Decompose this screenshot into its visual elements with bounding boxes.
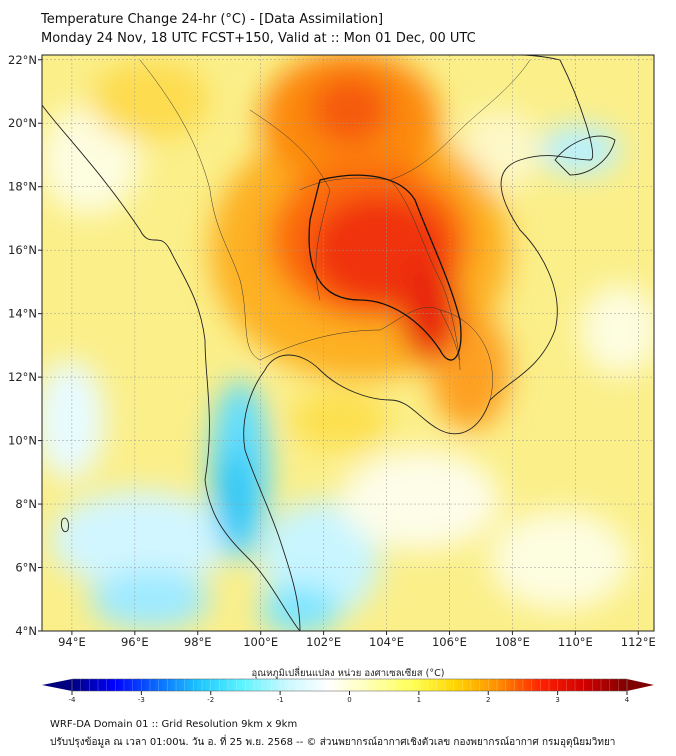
lon-tick-label: 96°E: [121, 635, 149, 649]
lat-tick-label: 16°N: [8, 243, 37, 257]
lat-tick-label: 18°N: [8, 180, 37, 194]
colorbar-label: อุณหภูมิเปลี่ยนแปลง หน่วย องศาเซลเซียส (…: [252, 666, 445, 679]
colorbar: อุณหภูมิเปลี่ยนแปลง หน่วย องศาเซลเซียส (…: [42, 666, 654, 704]
colorbar-min-arrow: [42, 679, 72, 691]
lat-tick-label: 6°N: [15, 561, 37, 575]
lat-tick-label: 20°N: [8, 116, 37, 130]
colorbar-tick-label: -3: [138, 696, 145, 704]
colorbar-max-arrow: [627, 679, 654, 691]
map-title: Temperature Change 24-hr (°C) - [Data As…: [41, 12, 384, 27]
borders: [139, 59, 531, 401]
lat-tick-label: 22°N: [8, 53, 37, 67]
colorbar-tick-label: -1: [277, 696, 284, 704]
colorbar-tick-label: 1: [417, 696, 421, 704]
map-frame: [41, 54, 655, 632]
lat-tick-label: 10°N: [8, 434, 37, 448]
lon-tick-label: 106°E: [432, 635, 467, 649]
lon-tick-label: 110°E: [558, 635, 593, 649]
map-subtitle: Monday 24 Nov, 18 UTC FCST+150, Valid at…: [41, 31, 476, 46]
footer-update-info: ปรับปรุงข้อมูล ณ เวลา 01:00น. วัน อ. ที่…: [50, 737, 616, 748]
lon-tick-label: 98°E: [184, 635, 212, 649]
coastlines: [42, 55, 616, 631]
temperature-change-map: 94°E 96°E 98°E 100°E 102°E 104°E 106°E 108°E 110…: [8, 53, 656, 649]
footer-model-info: WRF-DA Domain 01 :: Grid Resolution 9km …: [50, 719, 298, 730]
colorbar-tick-label: 4: [625, 696, 630, 704]
lat-tick-label: 4°N: [15, 624, 37, 638]
colorbar-tick-label: -2: [207, 696, 214, 704]
lat-tick-label: 12°N: [8, 370, 37, 384]
colorbar-tick-label: 2: [486, 696, 490, 704]
colorbar-tick-label: 0: [347, 696, 351, 704]
lon-tick-label: 94°E: [58, 635, 86, 649]
lon-tick-label: 102°E: [306, 635, 341, 649]
lat-tick-label: 14°N: [8, 307, 37, 321]
lat-tick-label: 8°N: [15, 497, 37, 511]
grid-lines: [42, 55, 654, 631]
lon-tick-label: 112°E: [621, 635, 656, 649]
lon-tick-label: 108°E: [495, 635, 530, 649]
lon-tick-label: 104°E: [369, 635, 404, 649]
colorbar-tick-label: -4: [69, 696, 77, 704]
temperature-field: [42, 55, 654, 631]
thailand-lao-border: [308, 174, 462, 361]
colorbar-tick-label: 3: [555, 696, 559, 704]
lon-tick-label: 100°E: [243, 635, 278, 649]
